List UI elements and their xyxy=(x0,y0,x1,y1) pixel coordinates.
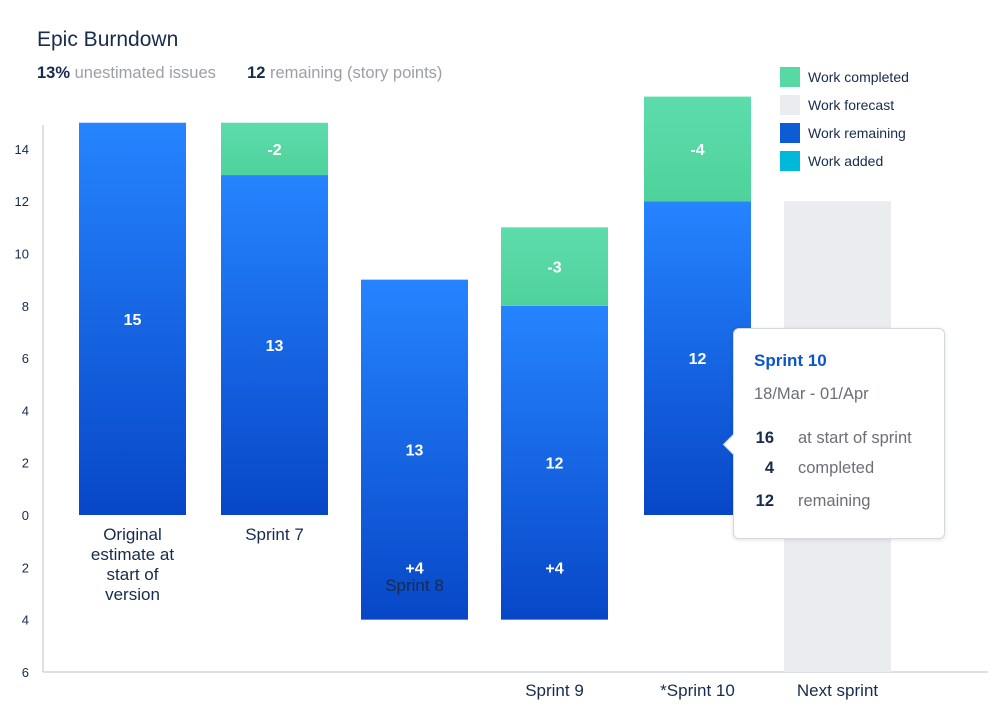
unestimated-label: unestimated issues xyxy=(74,64,216,82)
bar-label-work-completed: -2 xyxy=(267,142,281,159)
legend-swatch-work-added xyxy=(780,151,800,171)
tooltip-label: remaining xyxy=(798,492,871,510)
y-tick-label: 6 xyxy=(22,665,29,680)
bar-label-work-added: +4 xyxy=(545,560,563,577)
unestimated-percent: 13% xyxy=(37,64,71,82)
y-tick-label: 2 xyxy=(22,456,29,471)
legend-swatch-work-remaining xyxy=(780,123,800,143)
y-tick-label: 10 xyxy=(15,247,29,262)
bar-work-remaining[interactable] xyxy=(221,175,328,516)
tooltip-row-completed: 4 completed xyxy=(734,459,944,481)
y-tick-label: 8 xyxy=(22,299,29,314)
y-tick-label: 6 xyxy=(22,351,29,366)
remaining-label: remaining (story points) xyxy=(270,64,443,82)
bar-label-work-completed: -4 xyxy=(690,142,704,159)
y-tick-label: 0 xyxy=(22,508,29,523)
sprint-tooltip: Sprint 10 18/Mar - 01/Apr 16 at start of… xyxy=(722,328,945,539)
stats-row: 13% unestimated issues 12 remaining (sto… xyxy=(37,64,442,83)
bar-work-remaining[interactable] xyxy=(361,279,468,620)
bar-label-work-added: +4 xyxy=(405,560,423,577)
x-category-label: estimate at xyxy=(91,545,174,564)
bar-label-work-remaining: 13 xyxy=(266,338,284,355)
tooltip-label: completed xyxy=(798,459,875,477)
remaining-points: 12 xyxy=(247,64,266,82)
tooltip-row-remaining: 12 remaining xyxy=(734,492,944,514)
bar-work-remaining[interactable] xyxy=(501,305,608,620)
x-category-label: version xyxy=(105,585,160,604)
legend-label: Work completed xyxy=(808,69,909,85)
x-category-label: *Sprint 10 xyxy=(660,681,735,700)
bar-label-work-completed: -3 xyxy=(547,260,561,277)
y-tick-label: 2 xyxy=(22,560,29,575)
bar-label-work-remaining: 12 xyxy=(689,351,707,368)
x-category-label: start of xyxy=(107,565,159,584)
y-tick-label: 4 xyxy=(22,403,29,418)
tooltip-dates: 18/Mar - 01/Apr xyxy=(754,385,869,403)
tooltip-row-start: 16 at start of sprint xyxy=(734,429,944,451)
legend-label: Work remaining xyxy=(808,125,906,141)
legend-label: Work forecast xyxy=(808,97,895,113)
x-category-label: Sprint 7 xyxy=(245,525,304,544)
y-tick-label: 12 xyxy=(15,194,29,209)
legend-swatch-work-forecast xyxy=(780,95,800,115)
y-tick-label: 14 xyxy=(15,142,29,157)
y-tick-label: 4 xyxy=(22,613,29,628)
tooltip-value: 16 xyxy=(755,429,774,447)
x-category-label: Next sprint xyxy=(797,681,879,700)
chart-title: Epic Burndown xyxy=(37,28,179,51)
tooltip-value: 4 xyxy=(764,459,774,477)
legend-label: Work added xyxy=(808,153,884,169)
tooltip-label: at start of sprint xyxy=(798,429,912,447)
x-category-label: Sprint 8 xyxy=(385,576,444,595)
bar-work-completed[interactable] xyxy=(221,122,328,176)
bar-label-work-remaining: 12 xyxy=(546,456,564,473)
bar-work-remaining[interactable] xyxy=(79,122,186,515)
bar-work-completed[interactable] xyxy=(501,227,608,306)
tooltip-value: 12 xyxy=(755,492,774,510)
bar-label-work-remaining: 13 xyxy=(406,443,424,460)
x-category-label: Sprint 9 xyxy=(525,681,584,700)
tooltip-title: Sprint 10 xyxy=(754,351,827,370)
legend-swatch-work-completed xyxy=(780,67,800,87)
bar-work-completed[interactable] xyxy=(644,96,751,202)
bar-label-work-remaining: 15 xyxy=(124,312,142,329)
x-category-label: Original xyxy=(103,525,162,544)
